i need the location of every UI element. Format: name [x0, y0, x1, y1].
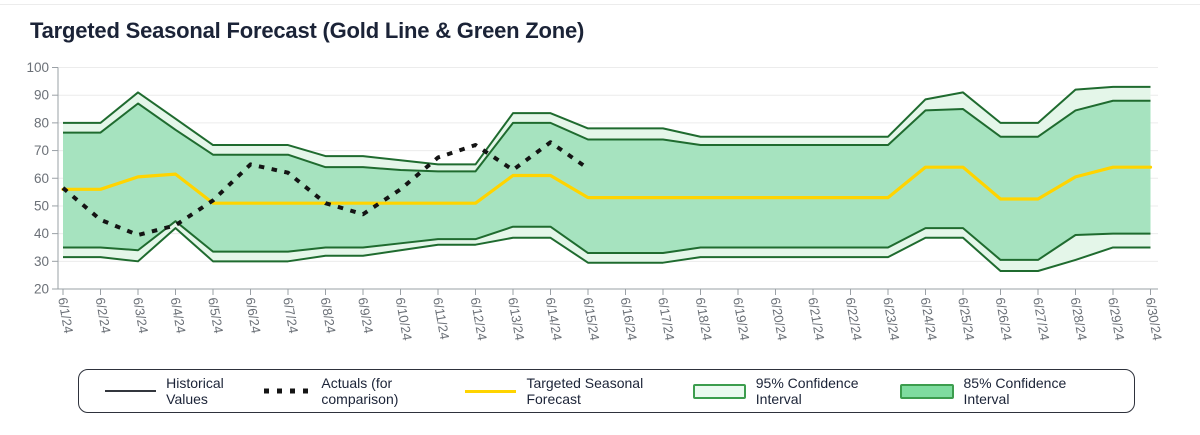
solid-line-swatch	[105, 390, 157, 392]
ci85-lower-edge	[63, 220, 1151, 261]
legend-item-label: Actuals (for comparison)	[321, 375, 399, 407]
x-axis-label: 6/21/24	[805, 296, 827, 341]
x-axis-label: 6/24/24	[918, 296, 940, 341]
x-axis-label: 6/25/24	[955, 296, 977, 341]
legend-item-label: 95% Confidence Interval	[755, 375, 859, 407]
x-axis-label: 6/6/24	[243, 296, 264, 334]
x-axis-label: 6/18/24	[693, 296, 715, 341]
y-axis-label: 60	[34, 171, 49, 186]
x-axis-label: 6/8/24	[318, 296, 339, 334]
x-axis-label: 6/23/24	[880, 296, 902, 341]
y-axis-label: 20	[34, 282, 49, 297]
x-axis-label: 6/5/24	[205, 296, 226, 334]
x-axis-label: 6/14/24	[543, 296, 565, 341]
x-axis-label: 6/7/24	[280, 296, 301, 334]
x-axis-label: 6/9/24	[355, 296, 376, 334]
x-axis-label: 6/15/24	[580, 296, 602, 341]
page-title: Targeted Seasonal Forecast (Gold Line & …	[30, 18, 585, 43]
ci95-swatch	[692, 383, 746, 399]
forecast-line	[61, 165, 1153, 205]
y-axis-label: 40	[34, 226, 49, 241]
ci85-band	[63, 100, 1151, 260]
x-axis-label: 6/10/24	[393, 296, 415, 341]
chart-canvas[interactable]: 100 90 80 70 60 50 40 30 20 6/1/24 6/2/24 6/3/24 6/4…	[0, 0, 1200, 360]
x-axis-label: 6/17/24	[655, 296, 677, 341]
dashed-line-swatch	[263, 388, 312, 394]
x-axis-label: 6/29/24	[1105, 296, 1127, 341]
top-divider	[0, 4, 1200, 5]
x-axis-label: 6/1/24	[55, 296, 76, 334]
x-axis-label: 6/28/24	[1068, 296, 1090, 341]
y-axis-label: 90	[34, 88, 49, 103]
y-axis-label: 100	[26, 60, 49, 75]
ci95-lower-edge	[63, 227, 1151, 273]
x-axis-label: 6/20/24	[768, 296, 790, 341]
x-axis-label: 6/16/24	[618, 296, 640, 341]
y-axis-label: 80	[34, 115, 49, 130]
x-axis-label: 6/3/24	[130, 296, 151, 334]
x-axis-label: 6/26/24	[993, 296, 1015, 341]
y-axis-label: 30	[34, 254, 49, 269]
legend-item-ci85[interactable]: 85% Confidence Interval	[900, 375, 1108, 407]
ci85-upper-edge	[63, 99, 1151, 173]
legend-item-label: 85% Confidence Interval	[963, 375, 1067, 407]
x-axis-label: 6/12/24	[468, 296, 490, 341]
ci85-swatch	[900, 383, 954, 399]
legend-item-label: Targeted Seasonal Forecast	[526, 375, 644, 407]
x-axis-label: 6/27/24	[1030, 296, 1052, 341]
x-axis-label: 6/13/24	[505, 296, 527, 341]
ci95-upper-edge	[63, 85, 1151, 166]
legend-item-historical-values[interactable]: Historical Values	[105, 375, 264, 407]
legend-item-label: Historical Values	[166, 375, 224, 407]
x-axis-label: 6/22/24	[843, 296, 865, 341]
x-axis-label: 6/30/24	[1143, 296, 1165, 341]
legend-item-actuals[interactable]: Actuals (for comparison)	[263, 375, 465, 407]
y-axis-label: 70	[34, 143, 49, 158]
y-axis-label: 50	[34, 198, 49, 213]
legend-item-ci95[interactable]: 95% Confidence Interval	[692, 375, 901, 407]
chart-legend: Historical Values Actuals (for compariso…	[78, 369, 1135, 413]
x-axis-label: 6/4/24	[168, 296, 189, 334]
x-axis-label: 6/19/24	[730, 296, 752, 341]
x-axis-label: 6/11/24	[430, 296, 452, 340]
gold-line-swatch	[465, 389, 517, 393]
legend-item-targeted-forecast[interactable]: Targeted Seasonal Forecast	[465, 375, 692, 407]
actuals-line	[61, 140, 590, 238]
x-axis-label: 6/2/24	[93, 296, 114, 334]
